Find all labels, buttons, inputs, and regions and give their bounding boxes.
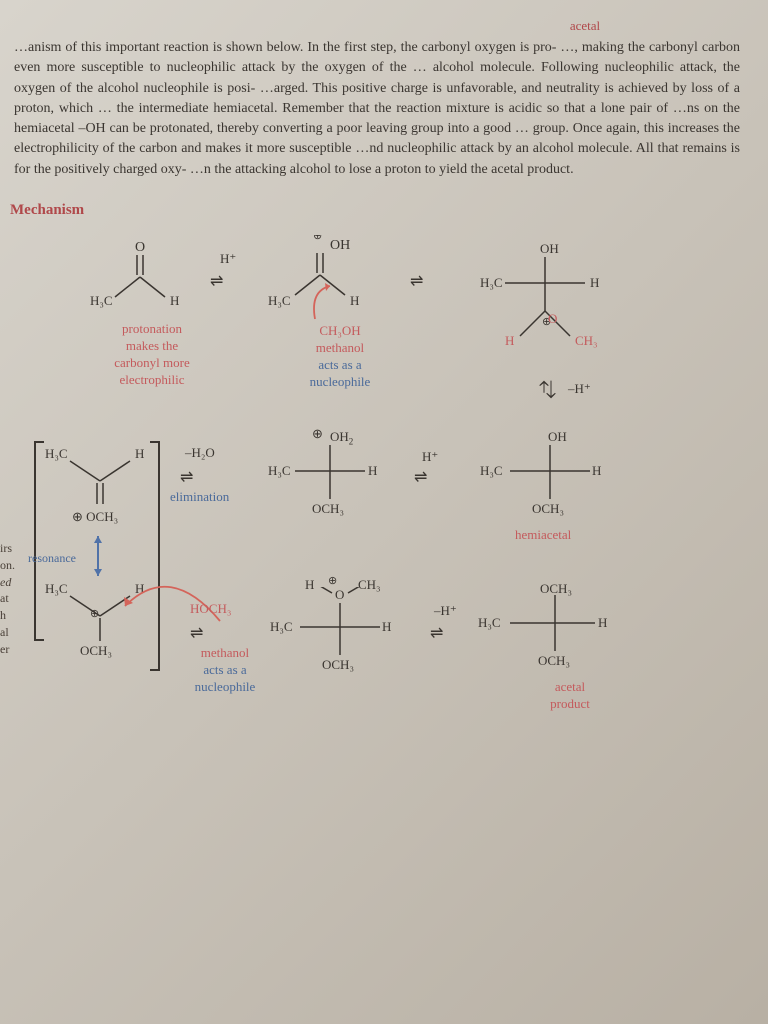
och3-r3b: OCH₃ bbox=[322, 657, 354, 673]
eq-arrow-r2a: ⇌ bbox=[180, 467, 189, 487]
body-paragraph: …anism of this important reaction is sho… bbox=[10, 38, 740, 180]
aldehyde-structure: O bbox=[105, 239, 175, 309]
h3c-r2b: H₃C bbox=[268, 463, 291, 479]
plus-r2: ⊕ bbox=[312, 426, 323, 442]
acetal-product-label: acetal product bbox=[535, 679, 605, 713]
h3c-label-3: H₃C bbox=[480, 275, 503, 291]
equilibrium-arrow-2: ⇌ bbox=[410, 271, 419, 291]
h3c-r3a: H₃C bbox=[45, 581, 68, 597]
och3-bot-prod: OCH₃ bbox=[538, 653, 570, 669]
och3-hemi: OCH₃ bbox=[532, 501, 564, 517]
hplus-r2: H⁺ bbox=[422, 449, 438, 465]
acetal-label: acetal bbox=[430, 18, 740, 34]
och3-r3a: OCH₃ bbox=[80, 643, 112, 659]
h3c-prod: H₃C bbox=[478, 615, 501, 631]
svg-text:⊕: ⊕ bbox=[313, 235, 322, 242]
h3c-label-2: H₃C bbox=[268, 293, 291, 309]
elimination-label: elimination bbox=[170, 489, 229, 506]
h3c-r2a: H₃C bbox=[45, 446, 68, 462]
mechanism-heading: Mechanism bbox=[10, 202, 740, 219]
h-label-ox: H bbox=[505, 333, 514, 349]
resonance-arrow-icon bbox=[88, 531, 108, 581]
h3c-label: H₃C bbox=[90, 293, 113, 309]
methanol-caption-2: methanol acts as a nucleophile bbox=[180, 645, 270, 696]
h3c-hemi: H₃C bbox=[480, 463, 503, 479]
hemiacetal-label: hemiacetal bbox=[515, 527, 571, 544]
eq-arrow-r3b: ⇌ bbox=[430, 623, 439, 643]
eq-arrow-r2b: ⇌ bbox=[414, 467, 423, 487]
ch3-label-ox: CH₃ bbox=[575, 333, 598, 349]
methanol-caption: CH₃OH methanol acts as a nucleophile bbox=[290, 323, 390, 391]
och3plus-r2a: ⊕ OCH₃ bbox=[72, 509, 118, 525]
h-r2b: H bbox=[368, 463, 377, 479]
plus-r3b: ⊕ bbox=[328, 574, 337, 587]
resonance-bracket-left bbox=[34, 441, 44, 641]
hplus-label: H⁺ bbox=[220, 251, 236, 267]
equilibrium-arrow-1: ⇌ bbox=[210, 271, 219, 291]
h-r2a: H bbox=[135, 446, 144, 462]
h-label-3: H bbox=[590, 275, 599, 291]
h3c-r3b: H₃C bbox=[270, 619, 293, 635]
plus-r3a: ⊕ bbox=[90, 607, 99, 620]
h-r3b: H bbox=[382, 619, 391, 635]
eq-arrow-r3a: ⇌ bbox=[190, 623, 199, 643]
hoch3-label: HOCH₃ bbox=[190, 601, 231, 618]
minus-h2o-label: –H₂O bbox=[185, 445, 215, 462]
h-prod: H bbox=[598, 615, 607, 631]
svg-text:O: O bbox=[335, 587, 344, 602]
resonance-bracket-right bbox=[150, 441, 160, 671]
h-label: H bbox=[170, 293, 179, 309]
och3-r2b: OCH₃ bbox=[312, 501, 344, 517]
minus-h-label-2: –H⁺ bbox=[434, 603, 457, 620]
down-eq-arrow: ⥂ bbox=[536, 380, 563, 399]
svg-text:O: O bbox=[548, 311, 557, 326]
svg-text:OH: OH bbox=[330, 238, 350, 253]
svg-text:O: O bbox=[135, 240, 145, 255]
mechanism-diagram: O H₃C H ⇌ H⁺ ⊕ OH H₃C H ⇌ OH bbox=[10, 231, 740, 911]
protonation-caption: protonation makes the carbonyl more elec… bbox=[92, 321, 212, 389]
minus-h-label: –H⁺ bbox=[568, 381, 591, 398]
h-hemi: H bbox=[592, 463, 601, 479]
resonance-label: resonance bbox=[28, 551, 76, 567]
